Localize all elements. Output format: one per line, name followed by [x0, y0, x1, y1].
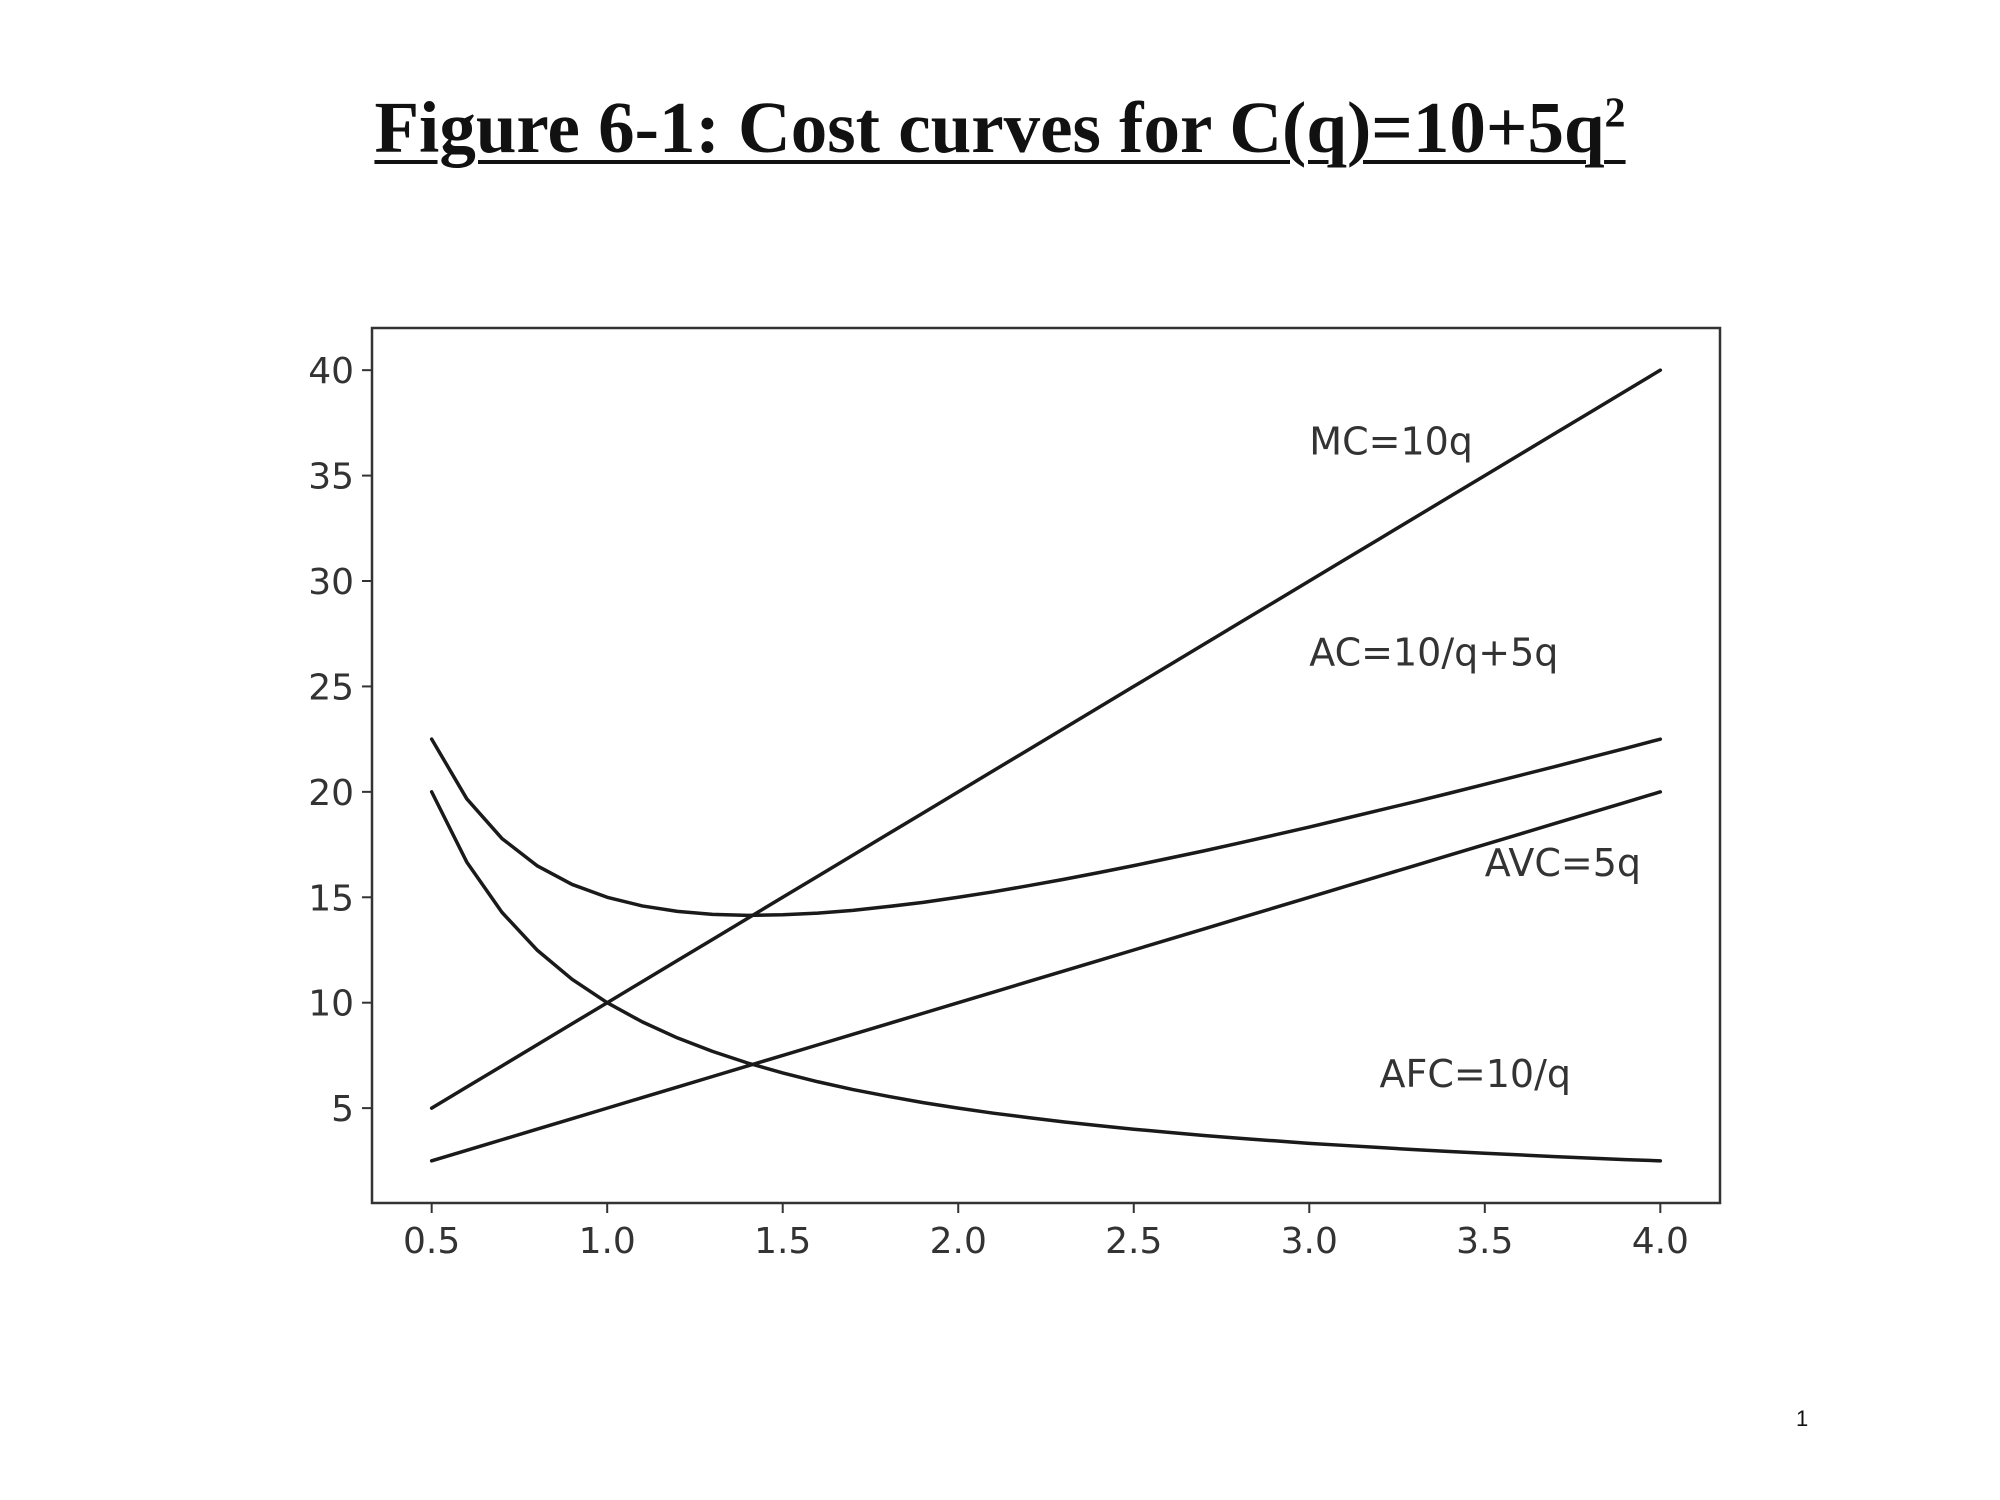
x-tick-label: 2.0	[930, 1221, 987, 1262]
slide-title: Figure 6-1: Cost curves for C(q)=10+5q2	[0, 87, 2000, 168]
curve-annotation-label: AC=10/q+5q	[1309, 630, 1558, 674]
y-tick-label: 10	[308, 984, 354, 1025]
chart-lines-layer	[429, 368, 1663, 1163]
x-tick-label: 3.5	[1456, 1221, 1513, 1262]
page-number: 1	[1796, 1406, 1809, 1431]
y-tick-label: 15	[308, 878, 354, 919]
y-tick-label: 30	[308, 562, 354, 603]
plot-area-frame	[370, 326, 1722, 1205]
chart-annotations-layer: MC=10q AC=10/q+5q AVC=5q AFC=10/q	[1309, 420, 1641, 1097]
mc-curve	[429, 368, 1663, 1110]
x-tick-label: 4.0	[1632, 1221, 1689, 1262]
y-tick-label: 40	[308, 351, 354, 392]
slide-title-superscript: 2	[1604, 90, 1626, 137]
x-tick-label: 2.5	[1105, 1221, 1162, 1262]
avc-curve	[429, 790, 1663, 1163]
ac-curve	[429, 737, 1663, 918]
curve-annotation-label: AVC=5q	[1485, 841, 1641, 885]
y-tick-label: 35	[308, 457, 354, 498]
afc-curve	[429, 790, 1663, 1163]
x-tick-label: 1.5	[754, 1221, 811, 1262]
chart-axes-layer: 0.5 1.0 1.5 2.0 2.5 3.0 3.5 4.0 5 10 15 20 25 30 35 40	[308, 351, 1689, 1262]
x-tick-label: 0.5	[403, 1221, 460, 1262]
slide-title-main: Figure 6-1: Cost curves for C(q)=10+5q	[374, 87, 1605, 168]
y-tick-label: 25	[308, 667, 354, 708]
x-tick-label: 1.0	[579, 1221, 636, 1262]
y-tick-label: 20	[308, 773, 354, 814]
y-tick-label: 5	[331, 1089, 354, 1130]
curve-annotation-label: MC=10q	[1309, 420, 1473, 464]
x-tick-label: 3.0	[1281, 1221, 1338, 1262]
curve-annotation-label: AFC=10/q	[1379, 1052, 1571, 1096]
slide-title-text: Figure 6-1: Cost curves for C(q)=10+5q2	[374, 87, 1625, 168]
